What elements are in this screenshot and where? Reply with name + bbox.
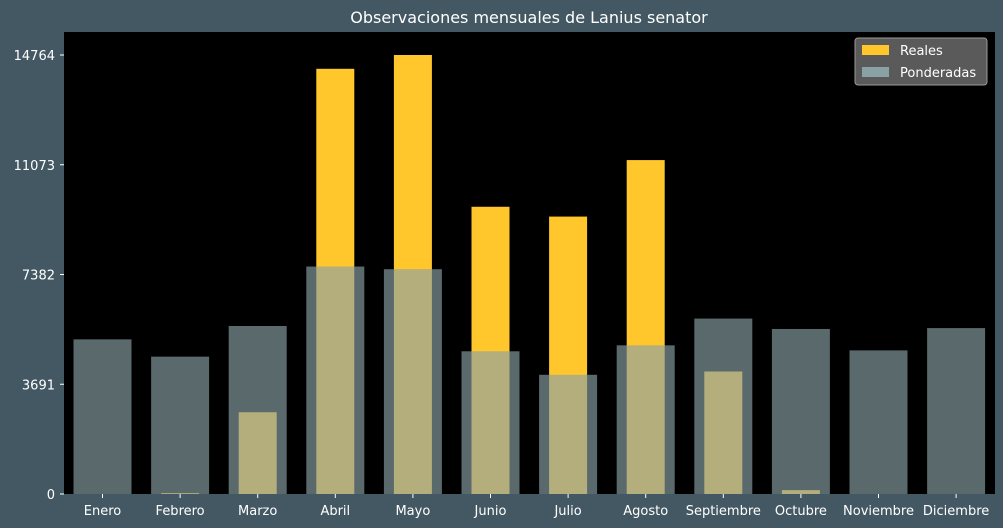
x-axis: Enero Febrero Marzo Abril Mayo Junio Julio Agos… xyxy=(84,494,989,519)
bar-ponderadas-julio xyxy=(539,374,598,494)
x-tick-label: Febrero xyxy=(156,504,205,519)
y-tick-label: 7382 xyxy=(22,269,55,284)
x-tick-label: Julio xyxy=(553,504,581,519)
x-tick-label: Septiembre xyxy=(686,504,761,519)
legend-swatch-ponderadas xyxy=(862,67,889,77)
x-tick-label: Enero xyxy=(84,504,122,519)
plot-background xyxy=(64,32,995,494)
bar-ponderadas-junio xyxy=(461,351,520,494)
legend-swatch-reales xyxy=(862,45,889,55)
y-axis: 0 3691 7382 11073 14764 xyxy=(14,49,64,503)
legend-label-ponderadas: Ponderadas xyxy=(900,66,976,81)
legend-label-reales: Reales xyxy=(900,44,943,59)
series-ponderadas xyxy=(73,266,986,494)
legend: Reales Ponderadas xyxy=(854,37,988,86)
bar-ponderadas-enero xyxy=(73,339,132,494)
bar-ponderadas-febrero xyxy=(151,356,210,494)
chart-title: Observaciones mensuales de Lanius senato… xyxy=(350,8,708,27)
x-tick-label: Agosto xyxy=(623,504,668,519)
x-tick-label: Diciembre xyxy=(923,504,989,519)
bar-ponderadas-marzo xyxy=(228,326,287,494)
x-tick-label: Marzo xyxy=(238,504,277,519)
x-tick-label: Mayo xyxy=(395,504,430,519)
y-tick-label: 0 xyxy=(47,488,55,503)
bar-ponderadas-noviembre xyxy=(849,350,908,494)
x-tick-label: Octubre xyxy=(775,504,827,519)
bar-ponderadas-octubre xyxy=(771,328,830,494)
bar-ponderadas-abril xyxy=(306,266,365,494)
x-tick-label: Abril xyxy=(320,504,350,519)
x-tick-label: Noviembre xyxy=(843,504,914,519)
bar-ponderadas-septiembre xyxy=(694,318,753,494)
bar-ponderadas-diciembre xyxy=(927,328,986,494)
y-tick-label: 11073 xyxy=(14,159,55,174)
y-tick-label: 3691 xyxy=(22,378,55,393)
x-tick-label: Junio xyxy=(474,504,507,519)
bar-ponderadas-mayo xyxy=(383,269,442,494)
bar-ponderadas-agosto xyxy=(616,345,675,494)
y-tick-label: 14764 xyxy=(14,49,55,64)
